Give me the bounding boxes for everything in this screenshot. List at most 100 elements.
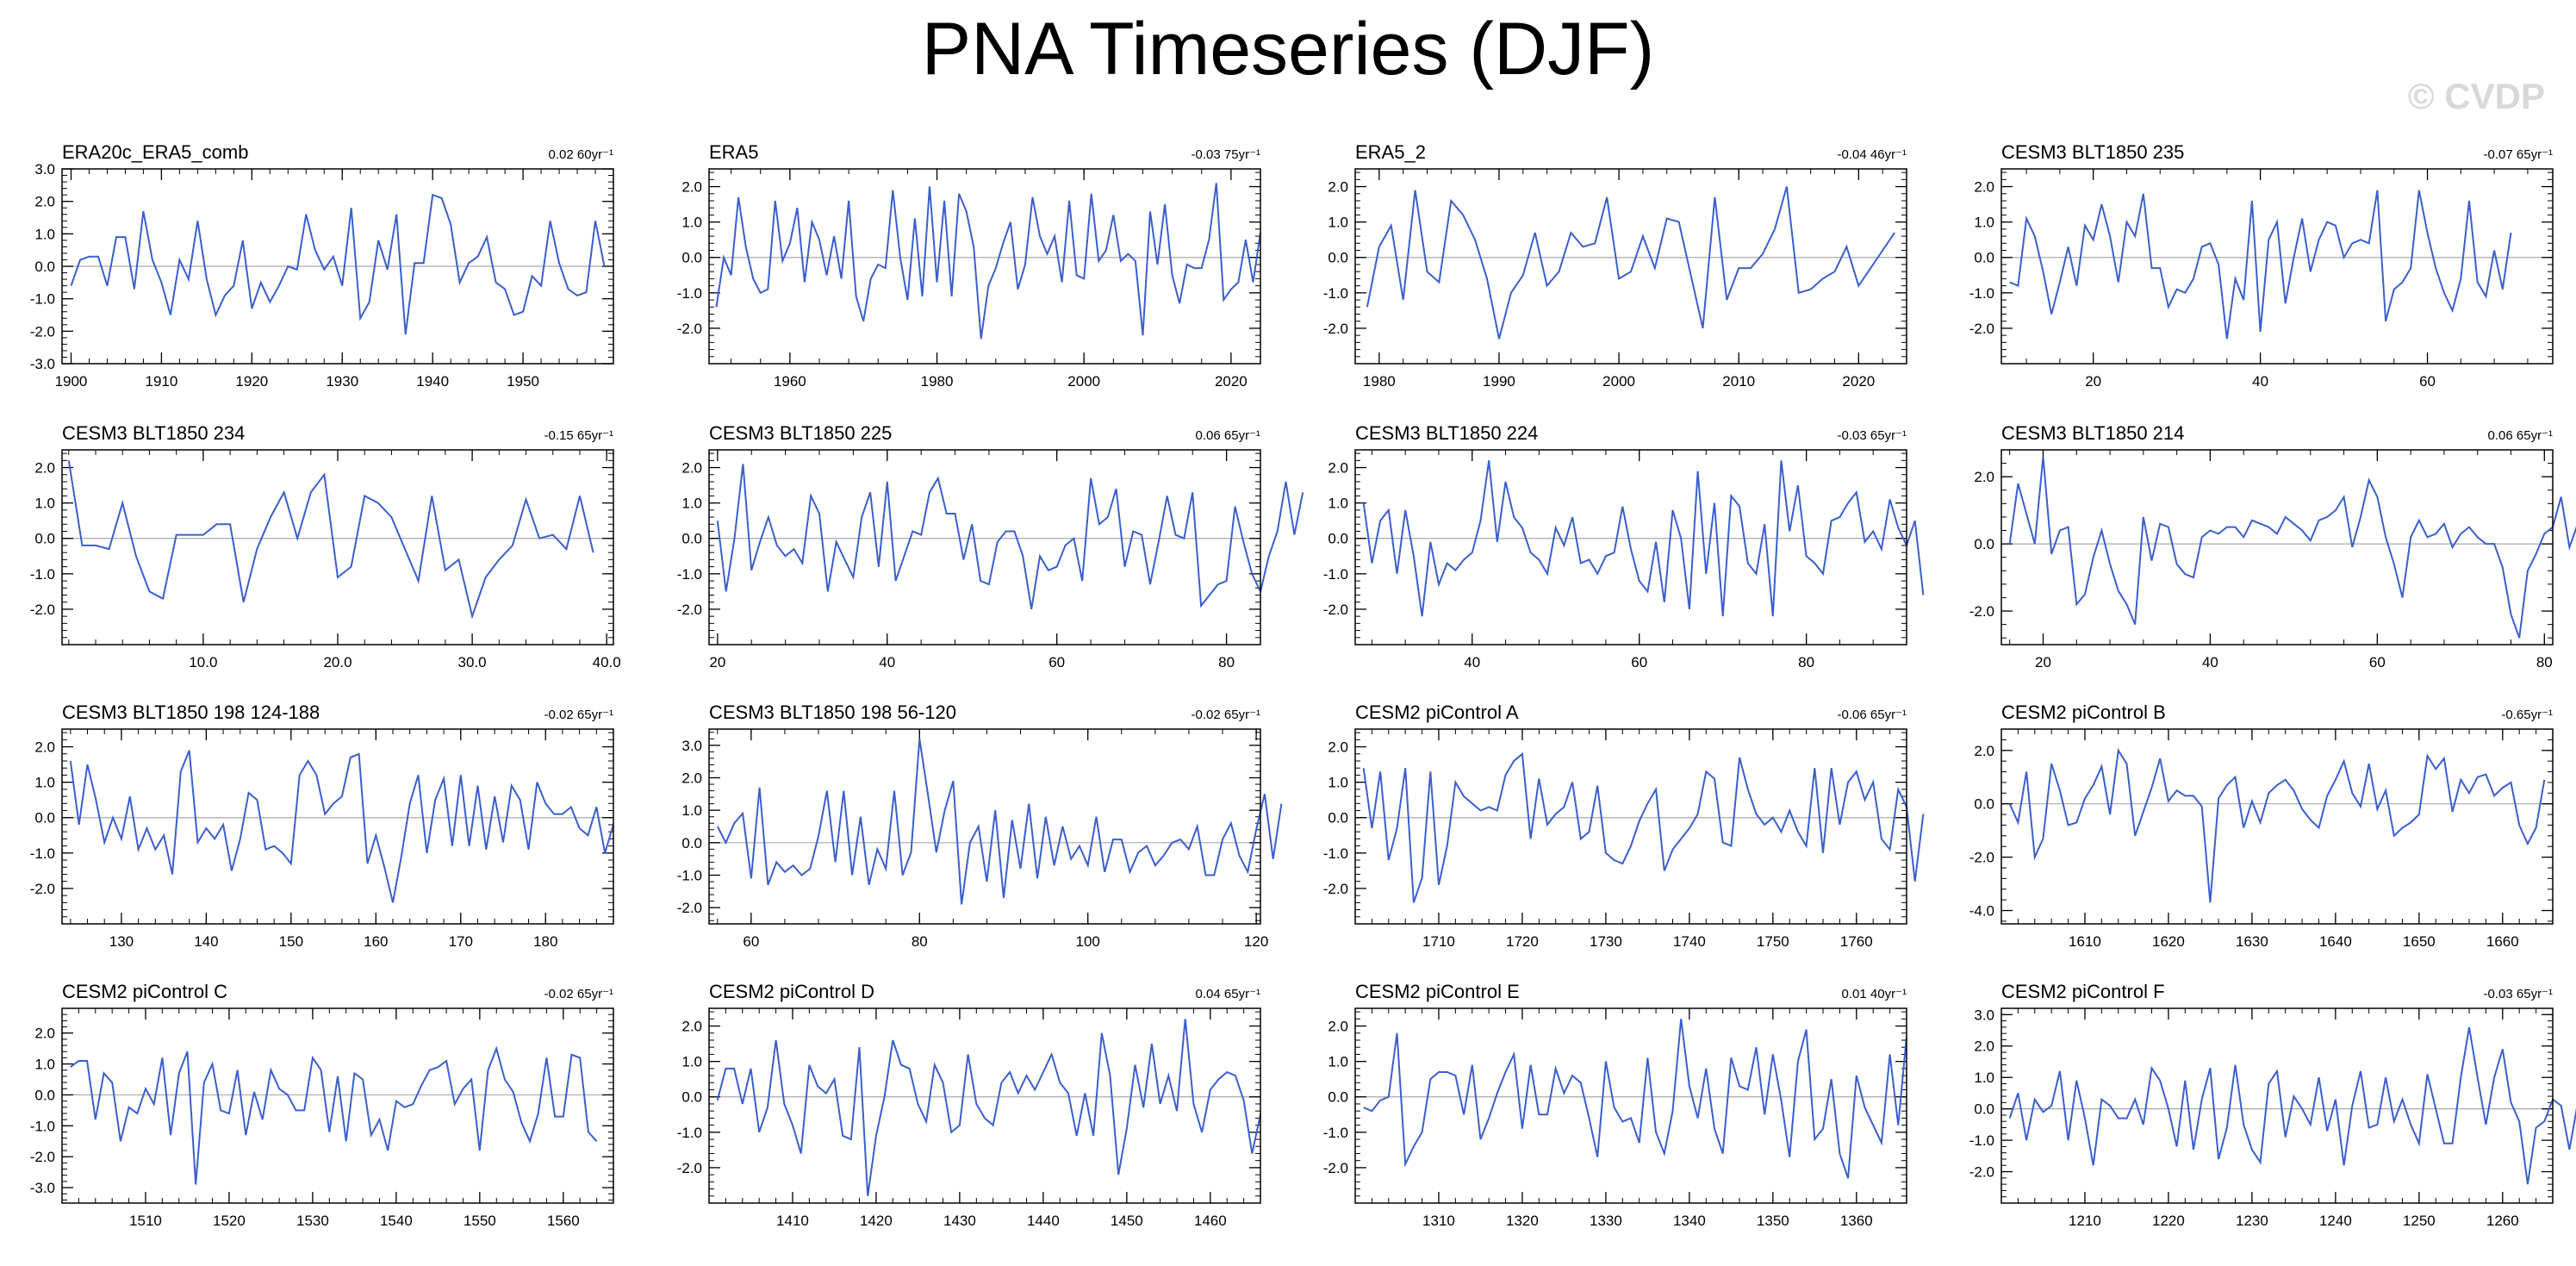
plot-frame [61, 449, 614, 645]
y-tick-label: -2.0 [30, 602, 55, 618]
pna-series-line [716, 464, 1304, 610]
y-tick-label: 1.0 [681, 1054, 702, 1070]
x-tick-label: 1640 [2319, 933, 2352, 950]
y-tick-label: -2.0 [1323, 602, 1348, 618]
y-tick-label: 0.0 [1974, 1101, 1994, 1118]
panel-title: CESM2 piControl F [2001, 981, 2165, 1002]
plot-frame [1354, 728, 1907, 925]
trend-label: 0.02 60yr⁻¹ [549, 147, 613, 162]
timeseries-panel: CESM3 BLT1850 224 -0.03 65yr⁻¹ -2.0 -1.0 0.0… [1323, 422, 1925, 670]
x-tick-label: 20 [2035, 654, 2051, 670]
page-title: PNA Timeseries (DJF) [921, 8, 1655, 90]
y-tick-label: -2.0 [677, 321, 702, 337]
y-tick-label: 0.0 [1328, 1089, 1348, 1106]
panel-title: ERA5 [709, 141, 758, 163]
x-tick-label: 1420 [860, 1213, 893, 1229]
plot-frame [708, 168, 1261, 365]
x-tick-label: 80 [912, 933, 928, 950]
x-tick-label: 1740 [1673, 933, 1706, 950]
x-tick-label: 80 [1218, 654, 1235, 670]
plot-frame [2000, 1007, 2554, 1204]
y-tick-label: -1.0 [1969, 285, 1994, 302]
panel-title: ERA5_2 [1355, 141, 1426, 163]
y-tick-label: 2.0 [681, 179, 702, 196]
y-tick-label: 0.0 [1974, 250, 1994, 266]
y-tick-label: -1.0 [30, 845, 55, 862]
x-tick-label: 140 [194, 933, 218, 950]
y-tick-label: -2.0 [30, 323, 55, 340]
y-tick-label: 0.0 [681, 531, 702, 547]
panel-title: CESM2 piControl E [1355, 981, 1520, 1002]
x-tick-label: 20 [2085, 373, 2101, 390]
trend-label: -0.03 65yr⁻¹ [2484, 987, 2553, 1001]
y-tick-label: 1.0 [34, 226, 55, 242]
y-tick-label: -2.0 [1969, 603, 1994, 620]
timeseries-panel: CESM2 piControl A -0.06 65yr⁻¹ -2.0 -1.0 0.0… [1323, 702, 1925, 950]
x-tick-label: 1360 [1840, 1213, 1873, 1229]
timeseries-panel: CESM3 BLT1850 234 -0.15 65yr⁻¹ -2.0 -1.0 0.0… [30, 422, 621, 670]
timeseries-panel: CESM3 BLT1850 214 0.06 65yr⁻¹ -2.0 0.0 2.0 20… [1969, 422, 2576, 670]
pna-series-line [2008, 456, 2576, 639]
x-tick-label: 80 [1798, 654, 1814, 670]
trend-label: 0.06 65yr⁻¹ [2488, 428, 2553, 443]
y-tick-label: -2.0 [1323, 321, 1348, 337]
y-tick-label: 2.0 [1974, 469, 1994, 485]
pna-series-line [67, 460, 594, 620]
x-tick-label: 40 [2252, 373, 2268, 390]
cvdp-watermark: © CVDP [2407, 76, 2545, 116]
x-tick-label: 1940 [416, 373, 449, 390]
trend-label: -0.07 65yr⁻¹ [2484, 147, 2553, 162]
x-tick-label: 1930 [326, 373, 358, 390]
y-tick-label: 2.0 [1328, 739, 1348, 756]
y-tick-label: -3.0 [30, 1180, 55, 1196]
x-tick-label: 2010 [1722, 373, 1755, 390]
x-tick-label: 60 [1631, 654, 1647, 670]
timeseries-panel: CESM2 piControl B -0.65yr⁻¹ -4.0 -2.0 0.0 2.0… [1969, 702, 2554, 950]
y-tick-label: 2.0 [1328, 460, 1348, 477]
x-tick-label: 20.0 [323, 654, 352, 670]
trend-label: -0.03 75yr⁻¹ [1192, 147, 1260, 162]
plot-frame [708, 449, 1261, 645]
y-tick-label: 3.0 [34, 161, 55, 178]
y-tick-label: 1.0 [681, 496, 702, 512]
x-tick-label: 1330 [1590, 1213, 1622, 1229]
y-tick-label: -2.0 [1323, 881, 1348, 897]
y-tick-label: -2.0 [1969, 321, 1994, 337]
pna-series-line [1362, 751, 1925, 903]
trend-label: -0.65yr⁻¹ [2501, 708, 2553, 722]
trend-label: -0.15 65yr⁻¹ [544, 428, 613, 443]
x-tick-label: 1250 [2403, 1213, 2436, 1229]
pna-series-line [1363, 1019, 1907, 1179]
x-tick-label: 1530 [296, 1213, 329, 1229]
pna-series-line [1362, 460, 1925, 617]
panel-title: CESM3 BLT1850 235 [2001, 141, 2184, 163]
panel-title: CESM2 piControl C [62, 981, 227, 1002]
plot-frame [2000, 449, 2554, 645]
x-tick-label: 1630 [2236, 933, 2268, 950]
x-tick-label: 1340 [1673, 1213, 1706, 1229]
x-tick-label: 60 [2369, 654, 2386, 670]
panel-title: CESM2 piControl A [1355, 702, 1519, 723]
y-tick-label: -2.0 [1969, 850, 1994, 866]
x-tick-label: 30.0 [458, 654, 487, 670]
x-tick-label: 60 [1048, 654, 1065, 670]
x-tick-label: 40.0 [593, 654, 621, 670]
y-tick-label: -2.0 [1969, 1164, 1994, 1181]
x-tick-label: 80 [2536, 654, 2553, 670]
y-tick-label: -2.0 [677, 602, 702, 618]
y-tick-label: 2.0 [1974, 1038, 1994, 1055]
trend-label: -0.02 65yr⁻¹ [544, 987, 613, 1001]
x-tick-label: 1620 [2152, 933, 2185, 950]
plot-frame [1354, 449, 1907, 645]
plot-frame [708, 728, 1261, 925]
pna-series-line [2008, 747, 2546, 903]
plot-frame [61, 728, 614, 925]
panel-title: CESM3 BLT1850 214 [2001, 422, 2184, 444]
x-tick-label: 1960 [774, 373, 806, 390]
x-tick-label: 100 [1076, 933, 1100, 950]
panel-title: CESM2 piControl B [2001, 702, 2166, 723]
y-tick-label: 2.0 [34, 1026, 55, 1042]
panel-title: CESM2 piControl D [709, 981, 874, 1002]
x-tick-label: 1520 [213, 1213, 246, 1229]
